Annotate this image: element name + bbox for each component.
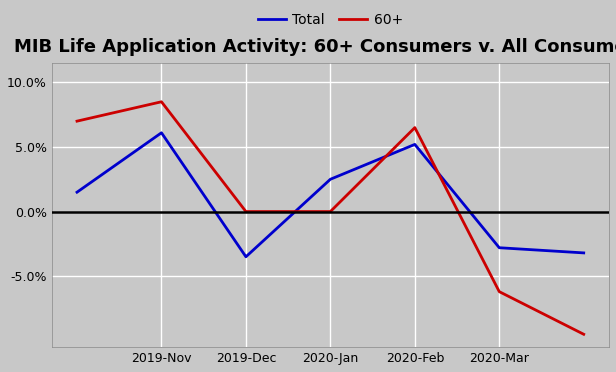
Title: MIB Life Application Activity: 60+ Consumers v. All Consumers: MIB Life Application Activity: 60+ Consu…	[14, 38, 616, 56]
60+	[580, 332, 588, 337]
Legend: Total, 60+: Total, 60+	[252, 7, 408, 33]
Total	[496, 246, 503, 250]
Line: 60+: 60+	[77, 102, 584, 334]
Total	[580, 251, 588, 255]
60+	[326, 209, 334, 214]
60+	[411, 125, 418, 130]
60+	[242, 209, 249, 214]
Total	[242, 254, 249, 259]
60+	[73, 119, 81, 124]
Total	[411, 142, 418, 147]
Line: Total: Total	[77, 133, 584, 257]
60+	[496, 289, 503, 294]
Total	[158, 131, 165, 135]
Total	[73, 190, 81, 195]
Total	[326, 177, 334, 182]
60+	[158, 100, 165, 104]
